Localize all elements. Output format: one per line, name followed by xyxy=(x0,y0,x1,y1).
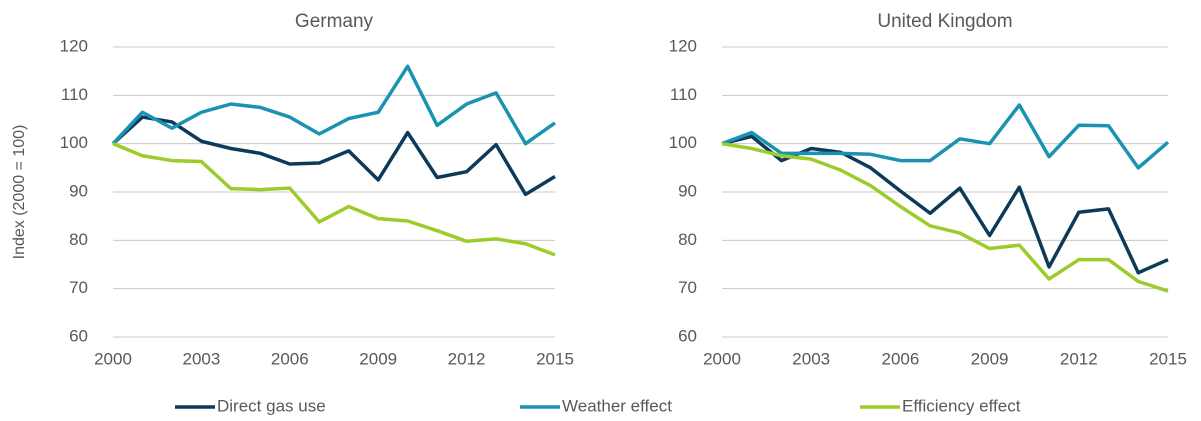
x-tick-label: 2009 xyxy=(971,349,1009,368)
x-tick-label: 2012 xyxy=(1060,349,1098,368)
x-tick-label: 2015 xyxy=(536,349,574,368)
y-tick-label: 110 xyxy=(670,85,697,104)
x-tick-label: 2015 xyxy=(1149,349,1187,368)
y-tick-label: 100 xyxy=(60,133,88,152)
legend-label: Direct gas use xyxy=(217,396,326,415)
y-tick-label: 90 xyxy=(69,181,88,200)
y-tick-label: 70 xyxy=(678,278,697,297)
y-tick-label: 80 xyxy=(678,230,697,249)
y-tick-label: 90 xyxy=(678,181,697,200)
x-tick-label: 2003 xyxy=(792,349,830,368)
y-tick-label: 120 xyxy=(669,36,697,55)
x-tick-label: 2012 xyxy=(448,349,486,368)
line-series xyxy=(721,141,1169,293)
y-tick-label: 60 xyxy=(69,326,88,345)
y-axis-label: Index (2000 = 100) xyxy=(11,125,28,260)
line-series xyxy=(111,64,557,146)
y-tick-label: 60 xyxy=(678,326,697,345)
legend-label: Efficiency effect xyxy=(902,396,1021,415)
x-tick-label: 2000 xyxy=(703,349,741,368)
y-tick-label: 100 xyxy=(669,133,697,152)
x-tick-label: 2006 xyxy=(881,349,919,368)
x-tick-label: 2006 xyxy=(271,349,309,368)
legend-label: Weather effect xyxy=(562,396,672,415)
y-tick-label: 110 xyxy=(61,85,88,104)
line-series xyxy=(112,142,556,257)
x-tick-label: 2000 xyxy=(94,349,132,368)
line-series xyxy=(721,103,1170,170)
chart-title: Germany xyxy=(295,11,374,32)
y-tick-label: 80 xyxy=(69,230,88,249)
line-series xyxy=(111,115,556,197)
y-tick-label: 70 xyxy=(69,278,88,297)
x-tick-label: 2009 xyxy=(359,349,397,368)
chart-title: United Kingdom xyxy=(877,11,1012,32)
y-tick-label: 120 xyxy=(60,36,88,55)
x-tick-label: 2003 xyxy=(182,349,220,368)
